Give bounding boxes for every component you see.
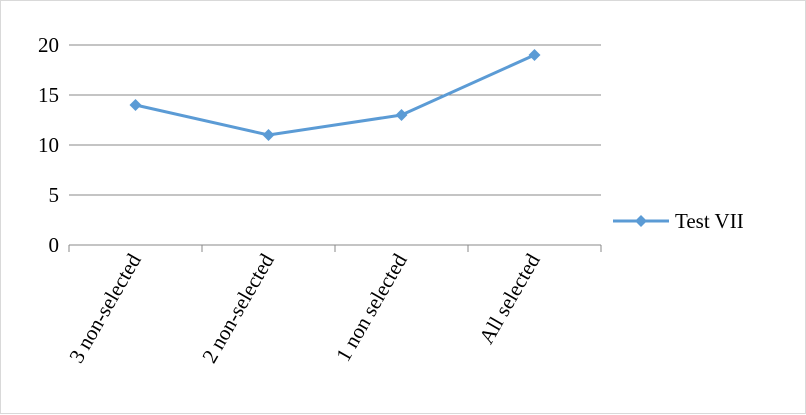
x-tick-label: 3 non-selected bbox=[64, 249, 146, 367]
data-point-marker bbox=[395, 109, 408, 121]
y-tick-label: 10 bbox=[38, 133, 59, 157]
data-point-marker bbox=[129, 99, 142, 111]
legend-label: Test VII bbox=[675, 209, 744, 233]
series-line-0 bbox=[135, 53, 536, 137]
data-point-marker bbox=[262, 129, 275, 141]
x-tick-label: 1 non selected bbox=[331, 249, 412, 365]
series-layer bbox=[129, 49, 541, 141]
legend: Test VII bbox=[613, 209, 744, 233]
gridlines bbox=[69, 44, 601, 196]
y-tick-label: 20 bbox=[38, 33, 59, 57]
x-tick-label: All selected bbox=[474, 249, 545, 348]
y-tick-label: 0 bbox=[49, 233, 60, 257]
legend-marker bbox=[635, 215, 647, 227]
x-tick-label: 2 non-selected bbox=[197, 249, 279, 367]
axes bbox=[68, 244, 602, 252]
y-tick-label: 15 bbox=[38, 83, 59, 107]
y-axis-tick-labels: 0 5 10 15 20 bbox=[38, 33, 59, 257]
y-tick-label: 5 bbox=[49, 183, 60, 207]
x-axis-tick-labels: 3 non-selected 2 non-selected 1 non select… bbox=[64, 249, 545, 367]
data-point-marker bbox=[528, 49, 541, 61]
